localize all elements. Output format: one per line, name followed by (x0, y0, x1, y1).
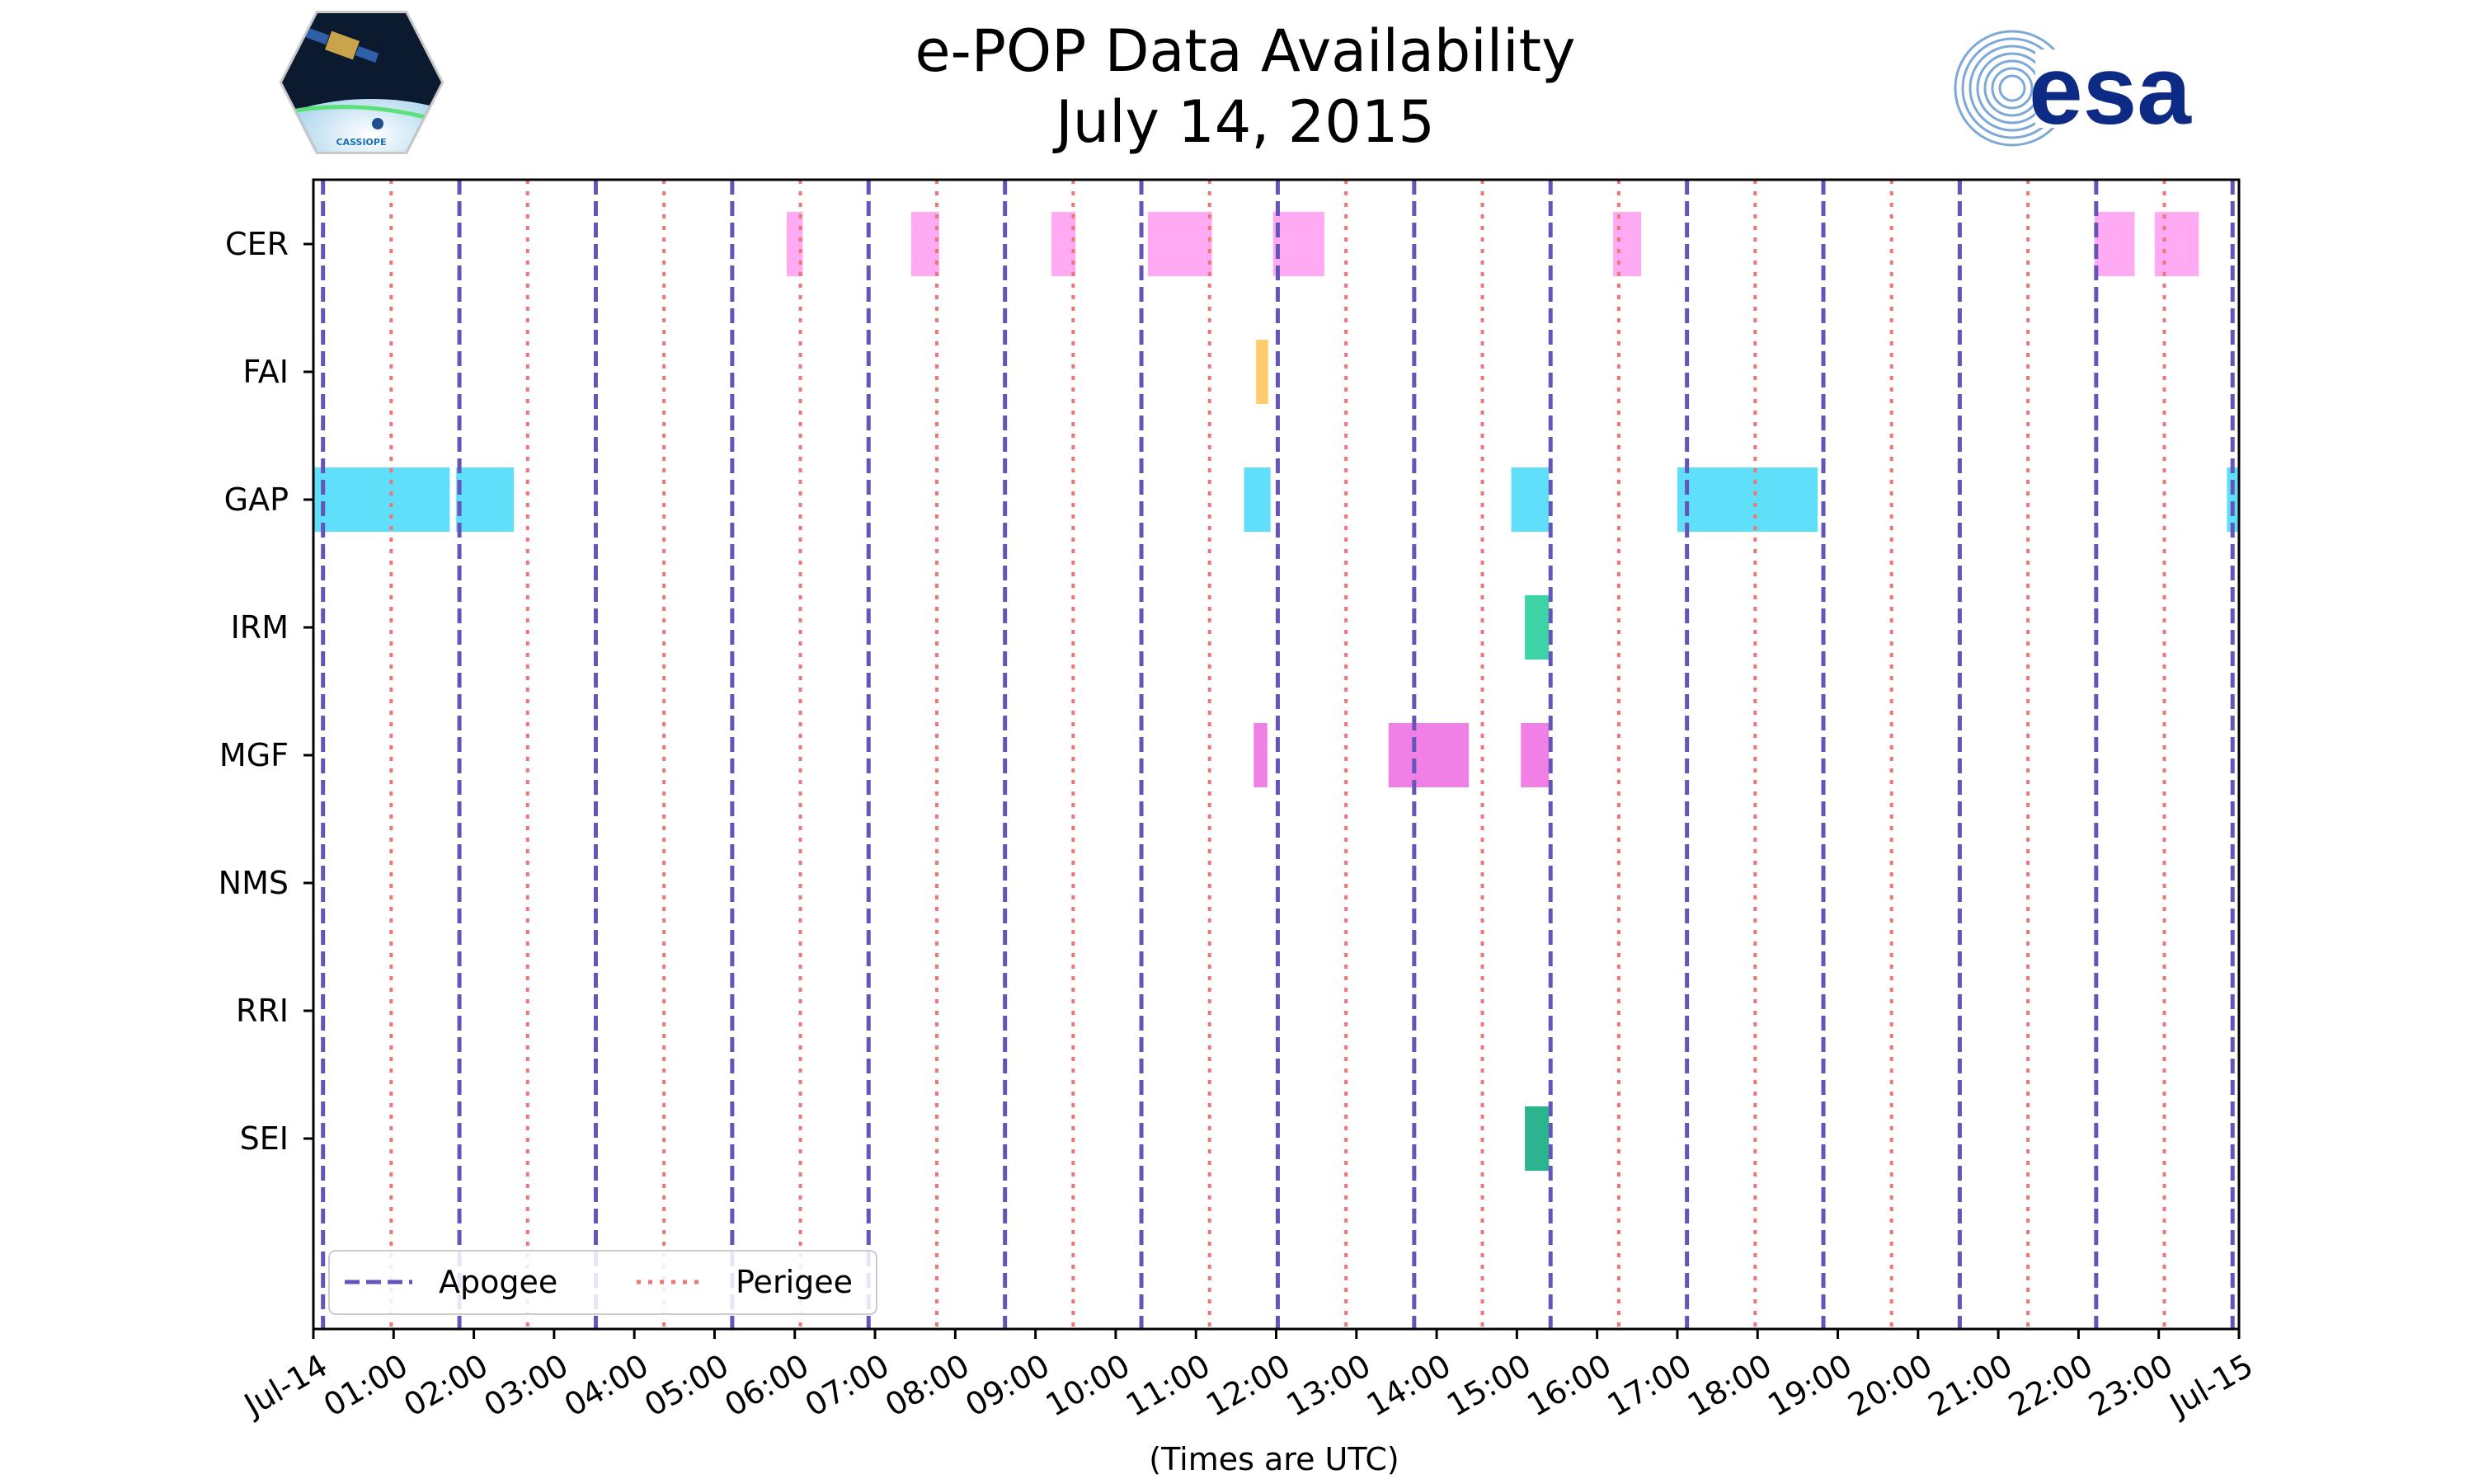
bar-cer (2154, 212, 2199, 276)
x-tick-label: Jul-14 (237, 1347, 333, 1424)
y-tick-label: FAI (242, 354, 289, 390)
x-tick-label: 03:00 (478, 1347, 575, 1424)
bar-mgf (1388, 723, 1469, 787)
x-axis: Jul-1401:0002:0003:0004:0005:0006:0007:0… (237, 1329, 2260, 1424)
x-axis-label: (Times are UTC) (1149, 1441, 1399, 1477)
y-tick-label: NMS (219, 865, 289, 901)
x-tick-label: 08:00 (879, 1347, 976, 1424)
y-tick-label: MGF (219, 737, 289, 773)
x-tick-label: 21:00 (1922, 1347, 2019, 1424)
esa-wordmark: esa (2029, 36, 2192, 145)
y-tick-label: RRI (236, 993, 289, 1029)
bar-fai (1256, 340, 1268, 404)
x-tick-label: 07:00 (799, 1347, 896, 1424)
bar-gap (2227, 467, 2239, 532)
x-tick-label: 16:00 (1521, 1347, 1617, 1424)
legend: Apogee Perigee (328, 1250, 877, 1315)
logo-caption: CASSIOPE (336, 137, 387, 148)
x-tick-label: 01:00 (317, 1347, 414, 1424)
bar-gap (1244, 467, 1271, 532)
bar-cer (910, 212, 939, 276)
x-tick-label: 18:00 (1681, 1347, 1778, 1424)
chart-title: e-POP Data Availability (915, 17, 1575, 85)
x-tick-label: 05:00 (638, 1347, 735, 1424)
x-tick-label: 04:00 (558, 1347, 655, 1424)
x-tick-label: 22:00 (2002, 1347, 2099, 1424)
bar-cer (2094, 212, 2135, 276)
x-tick-label: 02:00 (397, 1347, 494, 1424)
y-tick-label: SEI (240, 1120, 289, 1157)
orbit-lines (321, 180, 2235, 1329)
x-tick-label: 23:00 (2082, 1347, 2179, 1424)
legend-perigee-label: Perigee (736, 1264, 853, 1300)
bar-gap (1511, 467, 1550, 532)
bar-cer (1051, 212, 1076, 276)
legend-apogee-label: Apogee (439, 1264, 557, 1300)
bar-gap (313, 467, 450, 532)
bar-mgf (1253, 723, 1268, 787)
x-tick-label: 19:00 (1761, 1347, 1858, 1424)
chart-subtitle: July 14, 2015 (1052, 88, 1435, 156)
bar-sei (1525, 1106, 1550, 1171)
bar-cer (1613, 212, 1642, 276)
x-tick-label: 06:00 (718, 1347, 815, 1424)
x-tick-label: 20:00 (1841, 1347, 1938, 1424)
bar-cer (787, 212, 803, 276)
bar-cer (1272, 212, 1324, 276)
bar-gap (456, 467, 515, 532)
x-tick-label: 12:00 (1200, 1347, 1296, 1424)
x-tick-label: 15:00 (1441, 1347, 1537, 1424)
bar-irm (1525, 595, 1550, 660)
bar-cer (1147, 212, 1212, 276)
y-tick-label: GAP (224, 481, 289, 518)
y-tick-label: CER (225, 226, 289, 262)
x-tick-label: Jul-15 (2162, 1347, 2259, 1424)
y-tick-label: IRM (231, 609, 289, 646)
x-tick-label: 17:00 (1602, 1347, 1698, 1424)
esa-logo: esa (1954, 30, 2192, 147)
x-tick-label: 11:00 (1120, 1347, 1216, 1424)
bar-mgf (1521, 723, 1550, 787)
x-tick-label: 10:00 (1040, 1347, 1136, 1424)
y-axis: CER FAI GAP IRM MGF NMS RRI SEI (219, 226, 313, 1157)
x-tick-label: 13:00 (1280, 1347, 1376, 1424)
x-tick-label: 09:00 (959, 1347, 1056, 1424)
x-tick-label: 14:00 (1361, 1347, 1457, 1424)
bar-gap (1677, 467, 1818, 532)
